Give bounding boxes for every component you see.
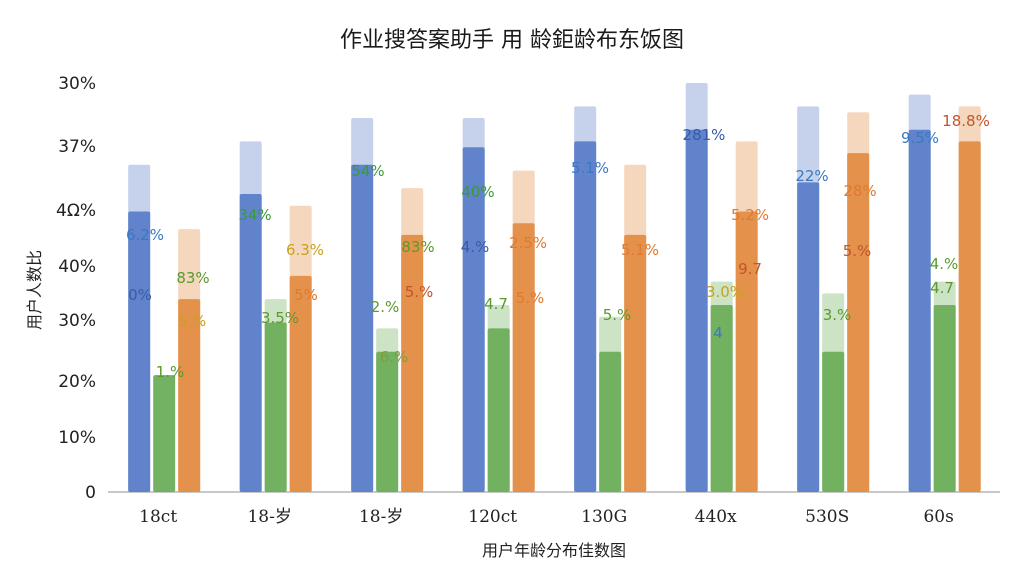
- data-label: 1.%: [156, 363, 185, 381]
- x-tick-label: 440x: [695, 507, 737, 527]
- bar: [239, 194, 262, 492]
- x-tick-label: 18ct: [139, 507, 177, 527]
- data-label: 3.5%: [261, 309, 299, 327]
- y-tick-label: 20%: [58, 372, 96, 392]
- x-tick-label: 120ct: [468, 507, 517, 527]
- data-label: 5.1%: [621, 241, 659, 259]
- bar: [512, 223, 535, 492]
- data-label: 28%: [843, 182, 876, 200]
- bar: [289, 275, 312, 492]
- data-label: 40%: [461, 183, 494, 201]
- data-label: 4.%: [461, 238, 490, 256]
- data-label: 5.1%: [571, 159, 609, 177]
- data-label: 5%: [294, 286, 318, 304]
- bar: [462, 147, 485, 492]
- bar: [487, 328, 510, 492]
- data-label: 0%: [128, 286, 152, 304]
- data-label: 5.%: [405, 283, 434, 301]
- data-label: 22%: [795, 167, 828, 185]
- data-label: 9.7: [738, 260, 762, 278]
- y-tick-label: 37%: [58, 137, 96, 157]
- data-label: 34%: [238, 206, 271, 224]
- x-axis-title: 用户年龄分布佳数图: [482, 541, 626, 560]
- x-tick-label: 18-岁: [359, 507, 403, 527]
- data-label: 3.%: [823, 306, 852, 324]
- bar: [376, 351, 399, 492]
- y-axis-title: 用户人数比: [25, 250, 44, 330]
- y-tick-label: 4Ω%: [56, 201, 96, 221]
- data-label: 5.2%: [731, 206, 769, 224]
- data-label: 6.3%: [286, 241, 324, 259]
- bar: [908, 129, 931, 492]
- data-label: 4.%: [930, 255, 959, 273]
- bar: [153, 375, 176, 492]
- x-tick-label: 530S: [805, 507, 849, 527]
- x-tick-label: 60s: [923, 507, 953, 527]
- bar: [933, 305, 956, 492]
- x-tick-label: 130G: [581, 507, 627, 527]
- data-label: 2.5%: [509, 234, 547, 252]
- y-tick-label: 10%: [58, 428, 96, 448]
- data-label: 3.0%: [706, 283, 744, 301]
- x-tick-label: 18-岁: [247, 507, 291, 527]
- data-label: 4.7: [930, 279, 954, 297]
- data-label: 281%: [683, 126, 726, 144]
- bar: [958, 141, 981, 492]
- data-label: 83%: [176, 269, 209, 287]
- chart-title: 作业搜答案助手 用 龄鉅龄布东饭图: [340, 28, 684, 53]
- data-label: 2.%: [371, 298, 400, 316]
- bar: [599, 351, 622, 492]
- bar: [574, 141, 597, 492]
- data-label: 6.%: [380, 348, 409, 366]
- bar: [847, 153, 870, 492]
- data-label: 18.8%: [942, 112, 990, 130]
- y-tick-label: 0: [85, 483, 96, 503]
- data-label: 54%: [351, 162, 384, 180]
- y-tick-label: 30%: [58, 311, 96, 331]
- bar: [797, 182, 820, 493]
- bar: [735, 211, 758, 493]
- y-tick-label: 40%: [58, 257, 96, 277]
- data-label: 9.5%: [901, 129, 939, 147]
- bar: [822, 351, 845, 492]
- data-label: 5.%: [603, 306, 632, 324]
- data-label: 4.7: [484, 295, 508, 313]
- data-label: 4: [713, 324, 723, 342]
- bar: [710, 305, 733, 492]
- data-label: 5.%: [843, 242, 872, 260]
- data-label: 83%: [401, 238, 434, 256]
- data-label: 5.%: [178, 312, 207, 330]
- data-label: 6.2%: [126, 226, 164, 244]
- bar: [401, 234, 424, 492]
- data-label: 5.%: [516, 289, 545, 307]
- bar: [128, 211, 151, 493]
- bar: [351, 164, 374, 493]
- bar: [178, 299, 201, 492]
- bar: [685, 129, 708, 492]
- bar: [264, 322, 287, 492]
- y-tick-label: 30%: [58, 74, 96, 94]
- bar: [624, 234, 647, 492]
